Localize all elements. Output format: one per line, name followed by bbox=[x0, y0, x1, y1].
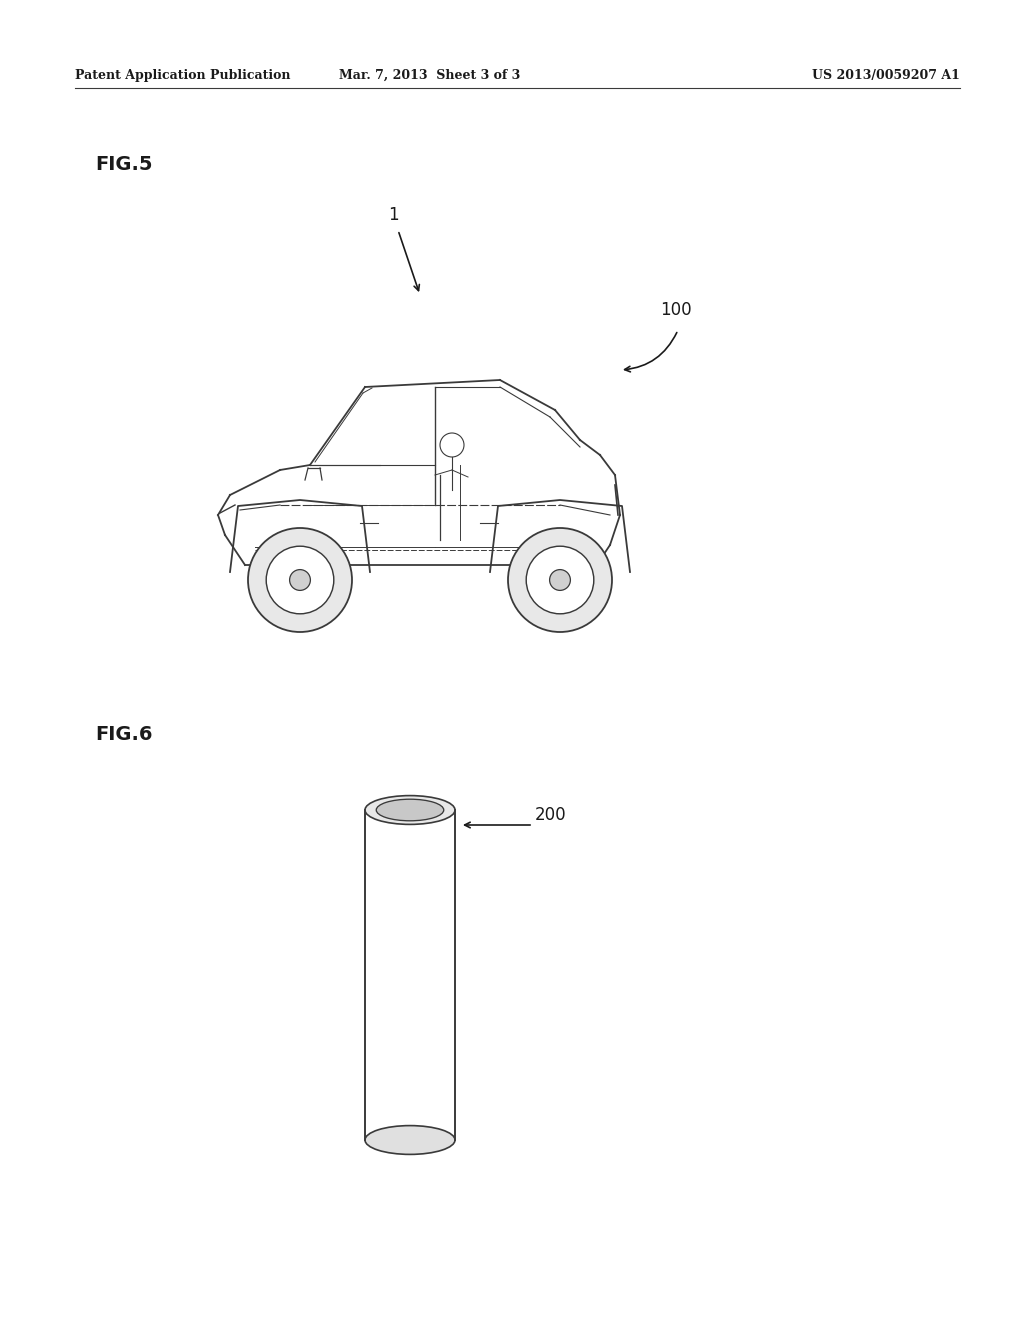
Text: FIG.5: FIG.5 bbox=[95, 156, 153, 174]
Text: FIG.6: FIG.6 bbox=[95, 726, 153, 744]
Text: Patent Application Publication: Patent Application Publication bbox=[75, 69, 291, 82]
FancyBboxPatch shape bbox=[365, 810, 455, 1140]
Ellipse shape bbox=[365, 1126, 455, 1155]
Circle shape bbox=[248, 528, 352, 632]
Ellipse shape bbox=[376, 799, 443, 821]
Circle shape bbox=[266, 546, 334, 614]
Circle shape bbox=[508, 528, 612, 632]
Text: 1: 1 bbox=[388, 206, 398, 224]
Circle shape bbox=[290, 570, 310, 590]
Text: US 2013/0059207 A1: US 2013/0059207 A1 bbox=[812, 69, 961, 82]
Circle shape bbox=[526, 546, 594, 614]
Ellipse shape bbox=[365, 796, 455, 825]
Text: 200: 200 bbox=[535, 807, 566, 824]
Text: 100: 100 bbox=[660, 301, 691, 319]
Text: Mar. 7, 2013  Sheet 3 of 3: Mar. 7, 2013 Sheet 3 of 3 bbox=[339, 69, 520, 82]
Circle shape bbox=[550, 570, 570, 590]
